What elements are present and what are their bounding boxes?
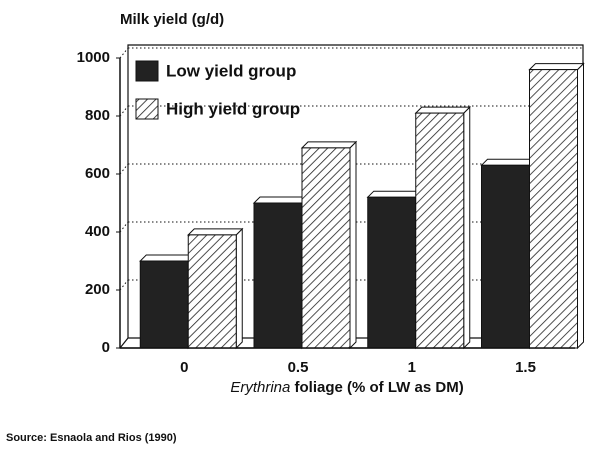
bar-side (235, 227, 243, 350)
bar-front (481, 164, 530, 349)
bar-top (366, 190, 423, 198)
legend-swatch (135, 60, 159, 82)
bar (300, 140, 358, 350)
x-tick-label: 1.5 (515, 359, 536, 376)
bar-top (300, 141, 358, 149)
bar (139, 253, 196, 350)
bar (528, 62, 585, 350)
bar-top (528, 63, 585, 71)
x-tick-label: 0 (180, 359, 188, 376)
legend-label: Low yield group (166, 61, 296, 80)
legend-swatch (135, 98, 159, 120)
bar-front (187, 234, 237, 349)
y-tick-label: 400 (85, 223, 110, 240)
bar-front (301, 147, 351, 349)
grid-line (119, 163, 129, 175)
legend-label: High yield group (166, 99, 300, 118)
grid-line (119, 47, 129, 59)
bar (480, 158, 537, 350)
y-axis-title: Milk yield (g/d) (120, 11, 224, 28)
bar-front (253, 202, 303, 349)
y-tick-label: 1000 (77, 49, 110, 66)
bar-front (139, 260, 189, 349)
y-tick-label: 800 (85, 107, 110, 124)
bar-side (349, 140, 357, 350)
y-tick-label: 600 (85, 165, 110, 182)
x-axis-title-italic: Erythrina (230, 379, 290, 396)
x-tick-label: 0.5 (288, 359, 309, 376)
grid-line (119, 279, 129, 291)
y-tick-label: 200 (85, 281, 110, 298)
bar-side (577, 62, 584, 350)
bar-top (187, 228, 244, 236)
y-tick-label: 0 (102, 339, 110, 356)
bar (252, 195, 310, 350)
x-tick-label: 1 (408, 359, 416, 376)
bar (366, 189, 423, 350)
bar (187, 227, 244, 350)
bar-front (529, 69, 578, 349)
bar-front (415, 112, 465, 349)
bar-top (139, 254, 196, 262)
bar-front (367, 196, 417, 349)
grid-line (119, 221, 129, 233)
bar-top (252, 196, 310, 204)
source-note: Source: Esnaola and Rios (1990) (6, 432, 177, 444)
bar (414, 105, 471, 350)
x-axis-title-rest: foliage (% of LW as DM) (295, 379, 464, 396)
x-axis-title: Erythrina foliage (% of LW as DM) (230, 379, 463, 396)
bar-top (480, 158, 537, 166)
bar-side (463, 105, 471, 350)
grid-line (119, 105, 129, 117)
bar-top (414, 106, 471, 114)
